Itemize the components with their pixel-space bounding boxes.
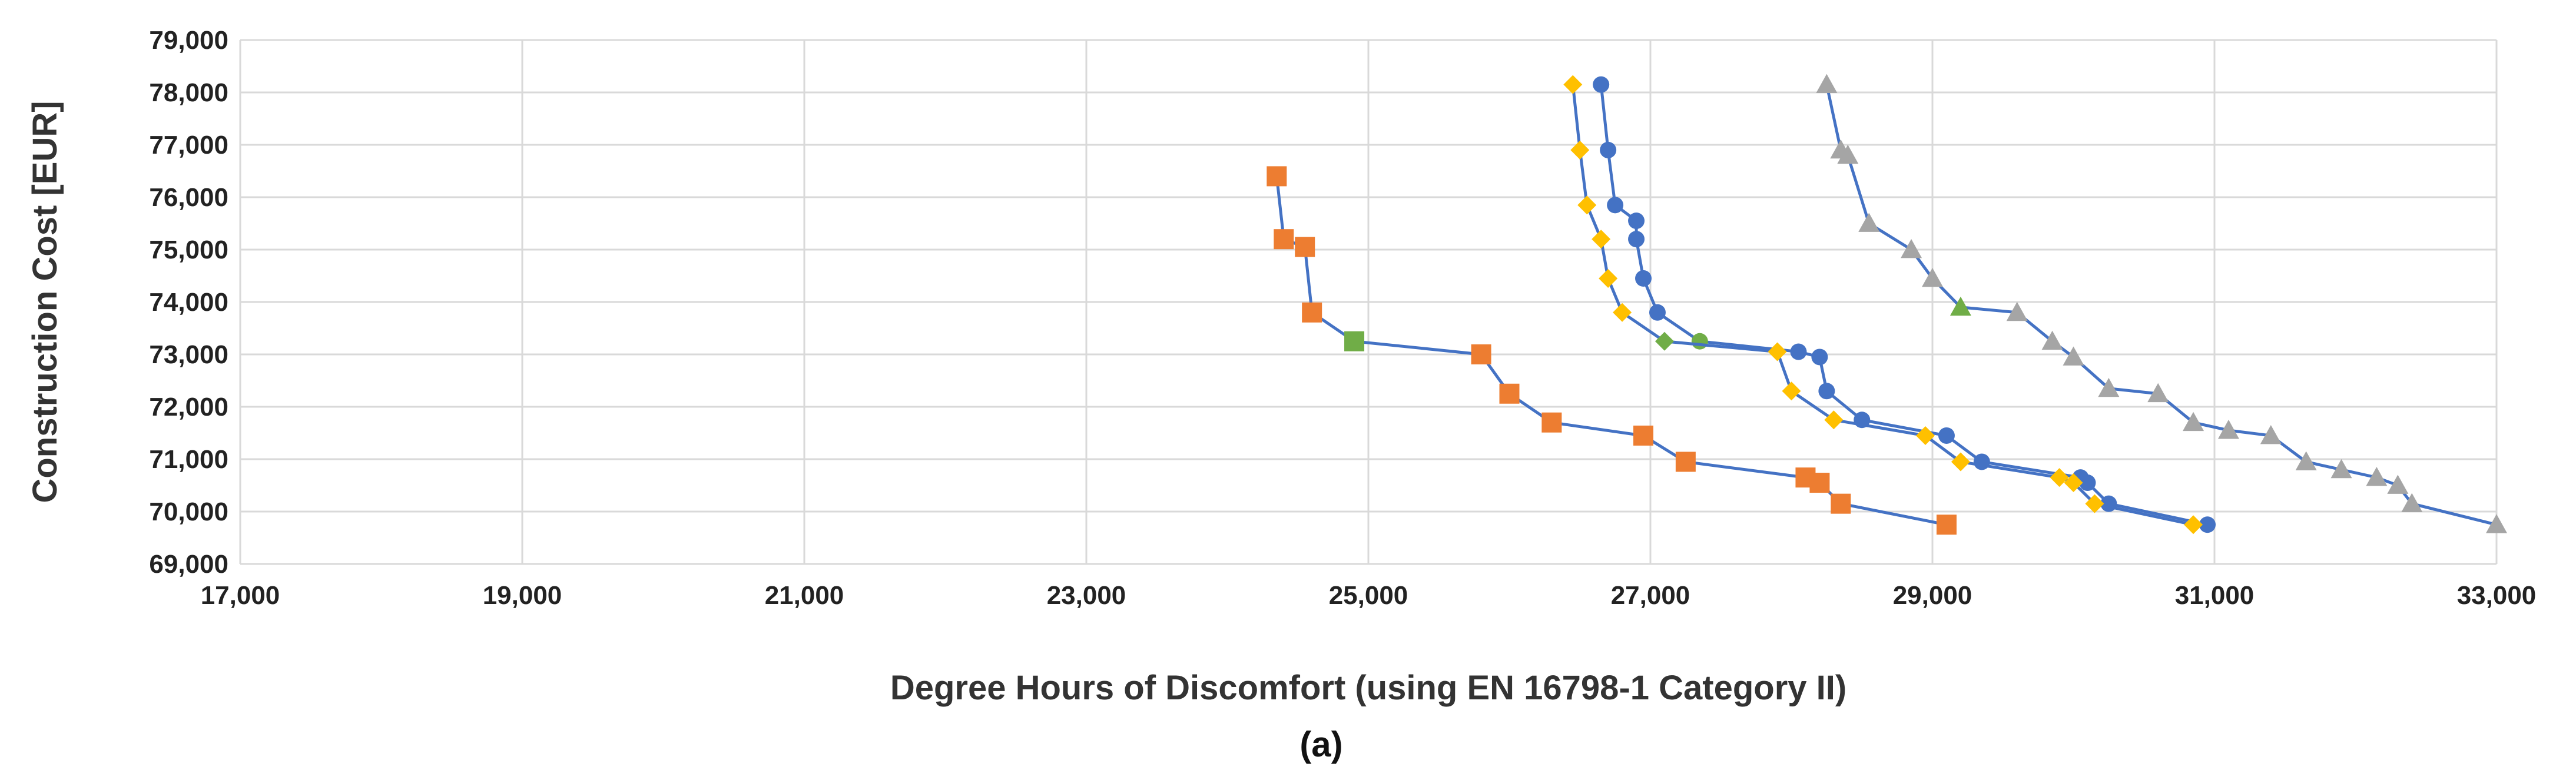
data-point-triangle (2330, 459, 2352, 479)
data-point-square (1274, 229, 1294, 250)
x-tick-label: 33,000 (2457, 581, 2537, 610)
data-point-square (1541, 412, 1562, 433)
data-point-triangle (1837, 144, 1859, 164)
data-point-square (1499, 383, 1520, 404)
y-tick-label: 77,000 (149, 131, 228, 160)
y-tick-label: 69,000 (149, 550, 228, 579)
data-point-square (1267, 166, 1287, 187)
data-point-diamond (1613, 303, 1632, 322)
data-point-diamond (2064, 473, 2083, 493)
data-point-diamond (1599, 268, 1618, 288)
data-point-triangle (2260, 424, 2282, 444)
data-point-diamond (1951, 452, 1970, 472)
data-point-circle (1818, 383, 1835, 400)
highlight-point-square (1344, 331, 1365, 351)
data-point-diamond (1824, 410, 1844, 430)
highlight-point-circle (1691, 333, 1708, 350)
data-point-square (1831, 493, 1851, 514)
data-point-triangle (2217, 420, 2239, 439)
data-point-triangle (2063, 346, 2084, 366)
data-point-diamond (2085, 494, 2104, 513)
data-point-circle (1607, 197, 1624, 214)
data-point-circle (1593, 76, 1610, 93)
data-point-triangle (1901, 239, 1922, 258)
y-tick-label: 74,000 (149, 288, 228, 317)
data-series (1267, 74, 2507, 535)
x-tick-label: 25,000 (1329, 581, 1408, 610)
data-point-circle (1649, 304, 1666, 321)
series-triangle (1816, 74, 2507, 533)
data-point-diamond (1768, 342, 1787, 361)
data-point-diamond (1916, 426, 1935, 445)
series-square (1267, 166, 1957, 535)
data-point-triangle (2183, 411, 2204, 432)
x-tick-label: 29,000 (1893, 581, 1972, 610)
data-point-square (1809, 473, 1830, 493)
data-point-circle (1628, 231, 1645, 248)
x-tick-label: 17,000 (201, 581, 280, 610)
data-point-diamond (2184, 515, 2203, 535)
y-tick-label: 75,000 (149, 235, 228, 264)
data-point-triangle (2486, 514, 2507, 533)
data-point-diamond (1592, 230, 1611, 249)
x-axis-title: Degree Hours of Discomfort (using EN 167… (890, 669, 1846, 707)
data-point-triangle (2295, 451, 2317, 470)
data-point-triangle (2147, 383, 2169, 403)
data-point-triangle (2006, 301, 2028, 321)
data-point-square (1302, 302, 1322, 323)
data-point-circle (1600, 141, 1617, 158)
data-point-triangle (2401, 493, 2423, 513)
data-point-circle (1938, 427, 1955, 444)
y-tick-label: 70,000 (149, 497, 228, 526)
data-point-circle (1811, 349, 1828, 366)
y-tick-label: 76,000 (149, 183, 228, 212)
highlight-point-diamond (1655, 331, 1674, 351)
series-circle (1593, 76, 2216, 533)
x-tick-label: 23,000 (1047, 581, 1126, 610)
data-point-triangle (2366, 467, 2388, 486)
x-tick-label: 27,000 (1611, 581, 1690, 610)
data-point-diamond (2050, 468, 2069, 487)
data-point-circle (2199, 516, 2216, 533)
data-point-circle (1635, 270, 1652, 287)
y-tick-label: 71,000 (149, 445, 228, 474)
data-point-circle (1628, 213, 1645, 230)
highlight-point-triangle (1950, 296, 1971, 316)
figure-caption: (a) (1299, 725, 1342, 764)
data-point-triangle (2387, 474, 2409, 494)
y-tick-label: 79,000 (149, 26, 228, 55)
x-tick-label: 21,000 (765, 581, 844, 610)
data-point-triangle (1922, 267, 1943, 287)
data-point-triangle (1858, 213, 1880, 232)
data-point-diamond (1577, 195, 1597, 215)
data-point-square (1295, 237, 1315, 257)
series-line-diamond (1571, 84, 2194, 526)
data-point-circle (1790, 343, 1807, 360)
y-tick-label: 72,000 (149, 393, 228, 421)
series-line-square (1275, 176, 1947, 526)
data-point-triangle (2098, 377, 2120, 397)
x-tick-label: 31,000 (2175, 581, 2255, 610)
y-tick-label: 73,000 (149, 340, 228, 369)
y-axis-title: Construction Cost [EUR] (26, 101, 64, 503)
data-point-square (1471, 344, 1491, 364)
data-point-square (1936, 515, 1957, 535)
tick-labels: 17,000 19,000 21,000 23,000 25,000 27,000 29,0… (149, 26, 2536, 610)
data-point-square (1675, 452, 1696, 472)
data-point-triangle (1816, 74, 1838, 94)
data-point-square (1633, 425, 1654, 446)
data-point-diamond (1570, 140, 1590, 160)
x-tick-label: 19,000 (483, 581, 562, 610)
data-point-diamond (1782, 381, 1801, 401)
y-tick-label: 78,000 (149, 78, 228, 107)
data-point-diamond (1563, 75, 1583, 94)
gridlines (239, 39, 2498, 565)
data-point-circle (2079, 474, 2096, 492)
series-diamond (1563, 75, 2203, 535)
data-point-triangle (2041, 330, 2063, 350)
